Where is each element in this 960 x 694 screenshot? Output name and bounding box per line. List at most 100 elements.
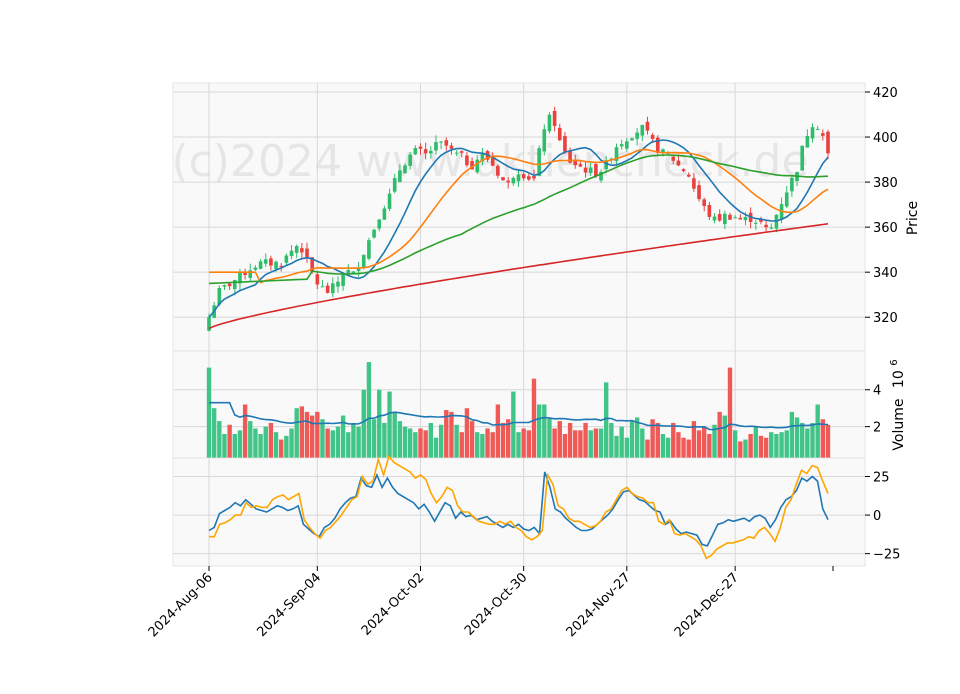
volume-bar [763, 437, 769, 458]
volume-bar [387, 391, 392, 458]
volume-bar [263, 426, 268, 458]
candle-body [759, 219, 763, 222]
candle-body [454, 152, 459, 154]
volume-bar [438, 424, 444, 458]
candle-body [563, 136, 567, 152]
volume-bar [248, 421, 253, 458]
volume-scale-base: 10 [891, 370, 907, 388]
volume-bar [789, 411, 795, 458]
candle-body [619, 144, 624, 147]
volume-bar [624, 437, 630, 458]
volume-bar [526, 430, 532, 458]
volume-bar [562, 434, 568, 458]
candle-body [702, 199, 707, 207]
candle-body [635, 132, 639, 139]
volume-bar [665, 437, 671, 458]
candle-body [341, 274, 345, 286]
oscillator-plot-area [172, 457, 866, 567]
candle-body [661, 149, 665, 153]
volume-bar [423, 430, 428, 458]
candle-body [320, 286, 325, 288]
candle-body [790, 177, 794, 192]
volume-bar [407, 428, 413, 458]
volume-bar [500, 422, 506, 458]
volume-bar [769, 432, 774, 458]
candle-body [207, 317, 211, 331]
price-panel: (c)2024 www.aktiencheck.de 320 340 360 380 4… [171, 82, 921, 352]
volume-bar [459, 432, 464, 458]
volume-bar [676, 432, 681, 458]
volume-bar [810, 422, 815, 458]
candle-body [480, 154, 485, 162]
volume-bar [304, 411, 310, 458]
candle-body [263, 259, 268, 264]
price-tick-label: 400 [873, 131, 898, 146]
volume-bar [691, 421, 697, 458]
volume-bar [351, 422, 356, 458]
candle-body [542, 129, 547, 152]
volume-bar [717, 411, 722, 458]
candle-body [253, 267, 258, 270]
volume-bar [227, 424, 232, 458]
candle-body [630, 138, 634, 141]
volume-bar [366, 362, 372, 458]
volume-bar [696, 430, 702, 458]
volume-bar [707, 434, 712, 458]
candle-body [496, 165, 500, 176]
volume-bar [573, 430, 578, 458]
candle-body [506, 180, 510, 183]
volume-bar [634, 417, 640, 458]
volume-bar [598, 428, 604, 458]
volume-bar [211, 408, 217, 458]
volume-bar [547, 417, 552, 458]
candle-body [269, 258, 273, 266]
volume-tick-label: 4 [873, 384, 881, 399]
volume-bar [273, 432, 279, 458]
oscillator-tick-label: −25 [873, 548, 900, 563]
candle-body [289, 250, 294, 257]
volume-bar [464, 408, 470, 458]
candle-body [655, 137, 660, 153]
candle-body [372, 229, 376, 238]
volume-bar [330, 430, 335, 458]
candle-body [578, 164, 583, 167]
volume-bar [253, 428, 258, 458]
candle-body [356, 267, 361, 272]
candle-body [434, 142, 438, 151]
price-tick-label: 340 [873, 266, 898, 281]
oscillator-tick-label: 0 [873, 509, 881, 524]
volume-bar [712, 424, 717, 458]
volume-bar [567, 422, 573, 458]
candle-body [697, 185, 701, 200]
volume-bar [475, 432, 480, 458]
oscillator-line-1 [208, 471, 829, 547]
candle-body [537, 148, 541, 176]
candle-body [733, 217, 737, 219]
ma-10-line [208, 139, 829, 318]
volume-bar [774, 434, 779, 458]
candle-body [712, 216, 717, 221]
candle-body [692, 178, 696, 189]
candle-body [640, 124, 645, 136]
volume-bar [397, 421, 403, 458]
volume-bar [542, 404, 547, 458]
volume-bar [206, 367, 212, 458]
candle-body [821, 133, 825, 136]
volume-bar [495, 404, 501, 458]
volume-bar [614, 435, 619, 458]
volume-bar [505, 419, 511, 458]
candle-body [444, 140, 449, 146]
volume-bar [217, 421, 222, 458]
candle-body [511, 177, 516, 184]
candle-body [346, 270, 351, 274]
volume-bar [413, 432, 418, 458]
volume-bar [485, 428, 490, 458]
volume-bar [748, 434, 753, 458]
candle-body [717, 214, 722, 221]
candle-body [398, 170, 402, 182]
volume-bar [686, 439, 691, 458]
volume-bar [511, 391, 516, 458]
candle-body [238, 271, 242, 284]
candle-body [650, 134, 655, 139]
